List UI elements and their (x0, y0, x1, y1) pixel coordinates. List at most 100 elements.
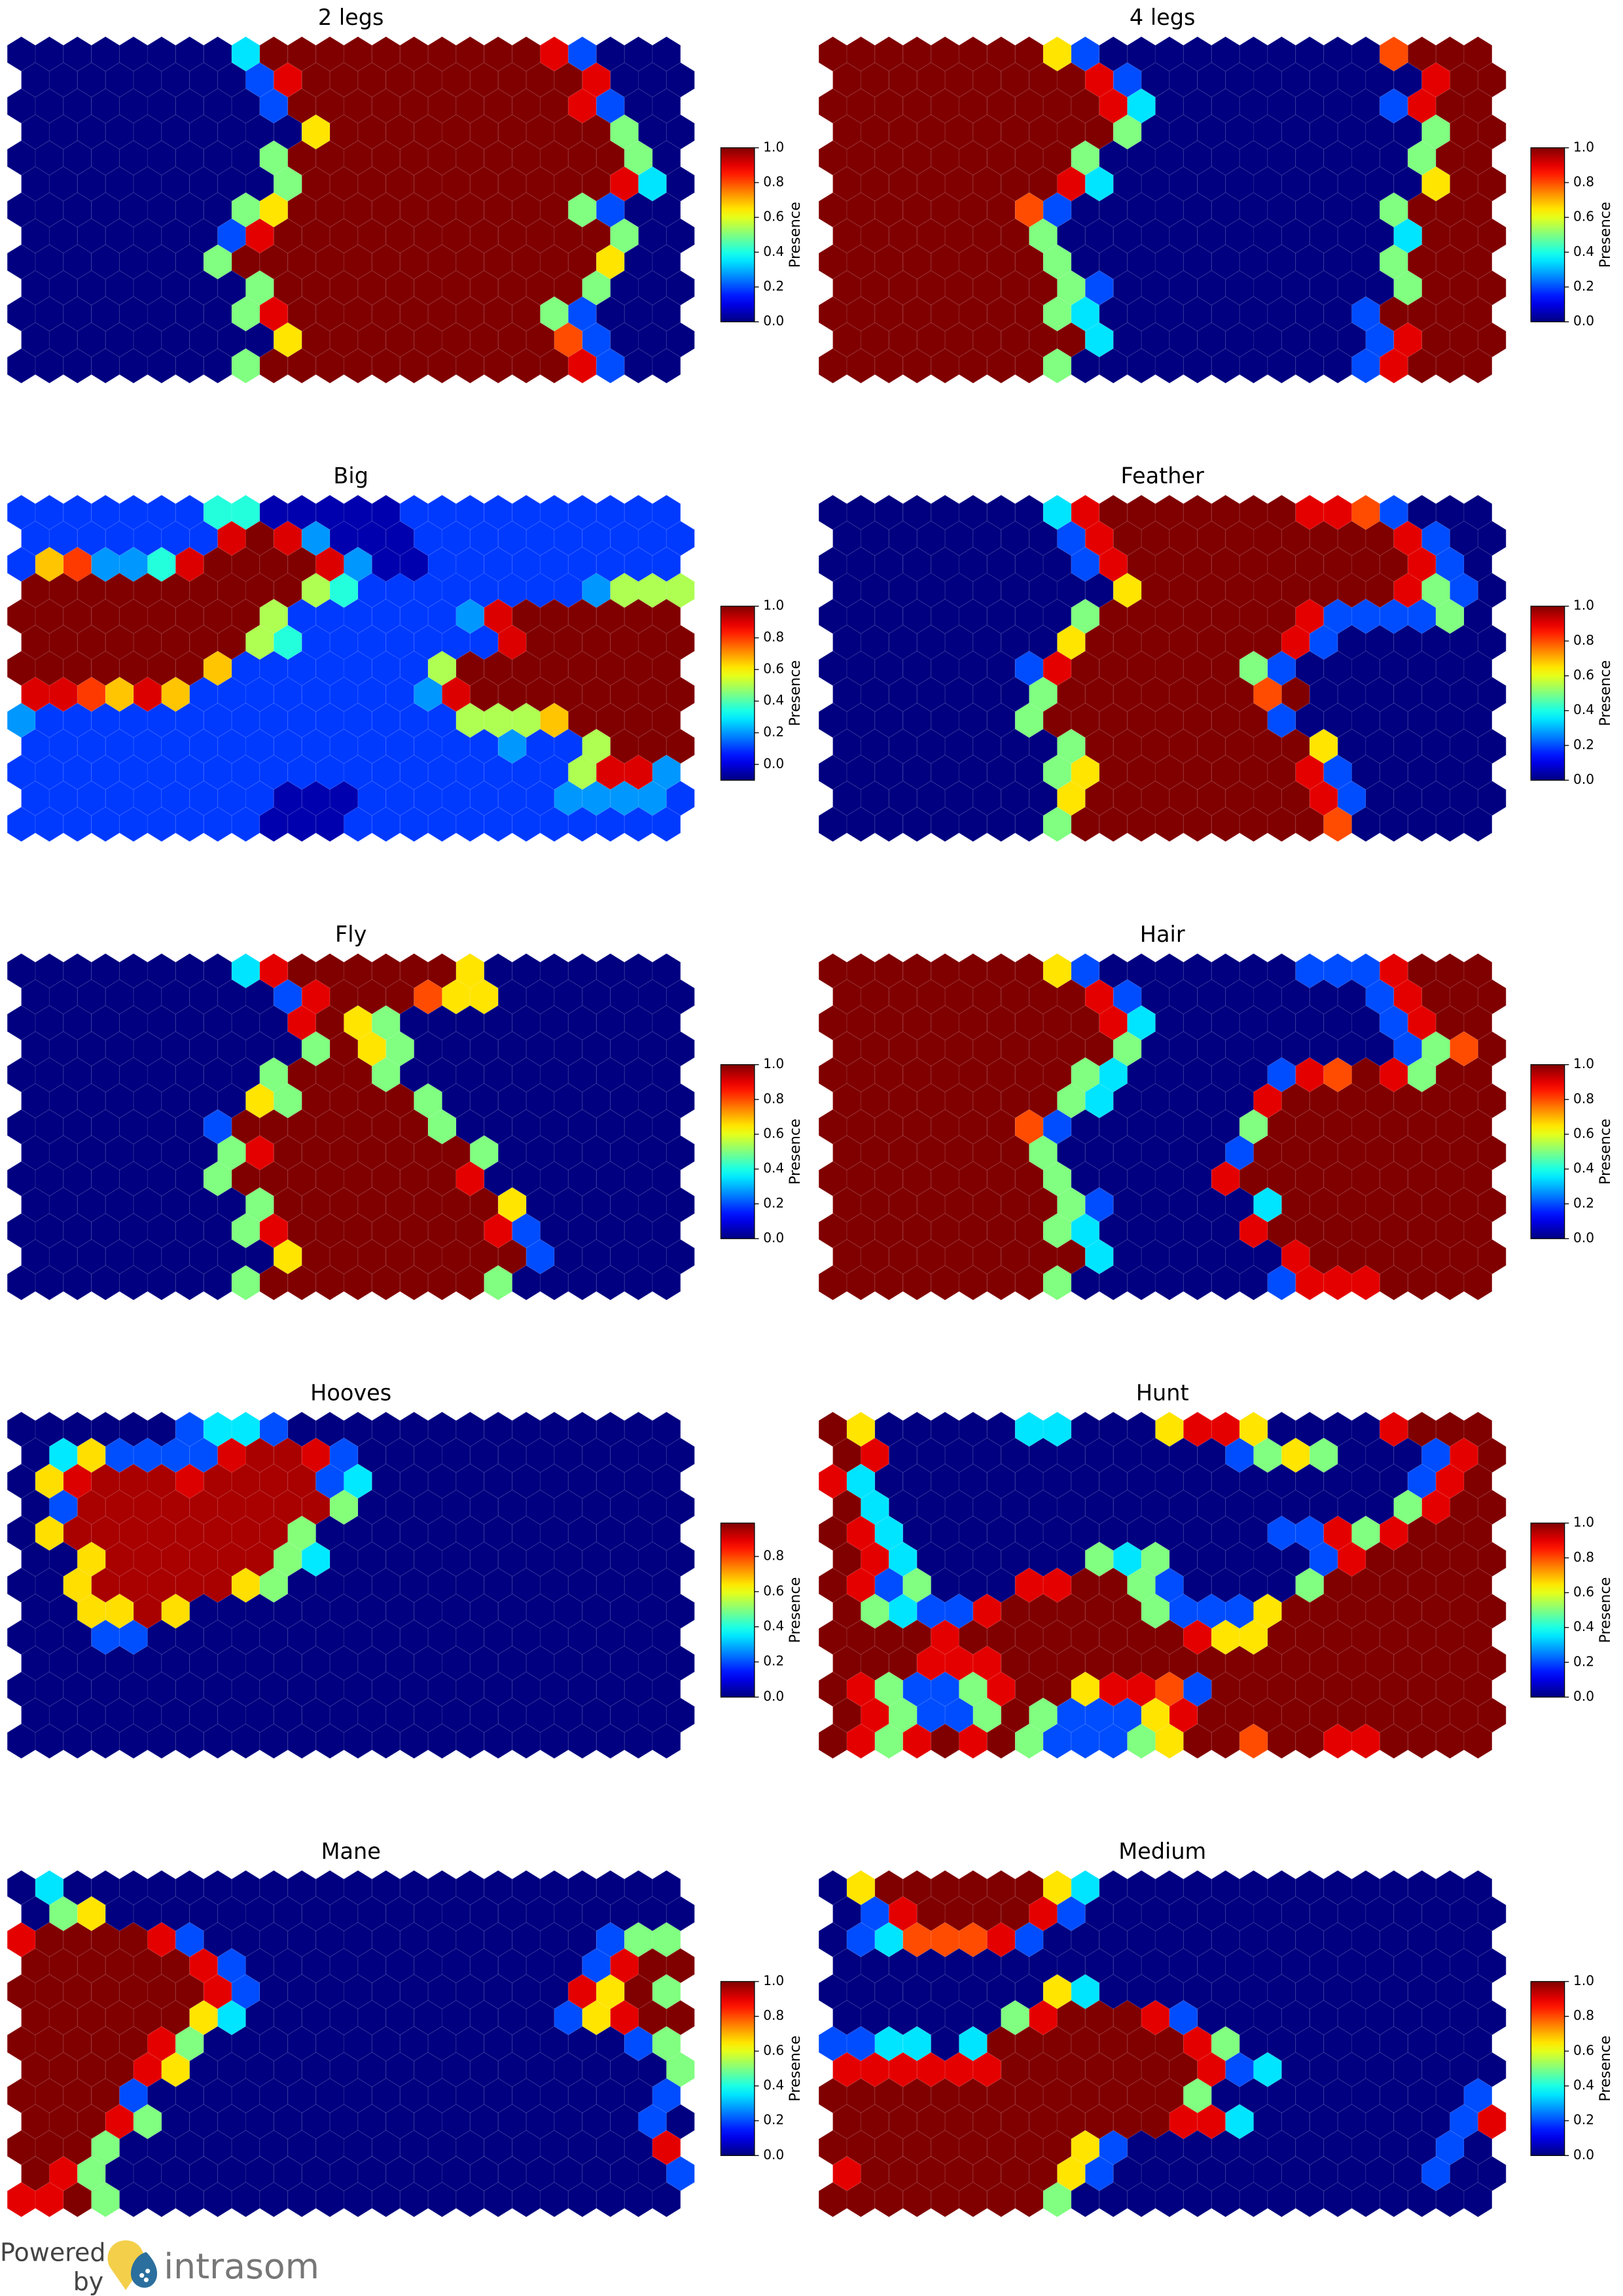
colorbar-tick-label: 0.6 (1573, 667, 1594, 683)
panel: Feather 0.0 0.2 0.4 0.6 0.8 1.0 Presence (818, 463, 1614, 842)
panel-title: Medium (1118, 1839, 1206, 1864)
colorbar-tick-label: 1.0 (1573, 1973, 1594, 1988)
colorbar-tick-label: 0.4 (1573, 1160, 1594, 1176)
colorbar-tick-label: 1.0 (1573, 1056, 1594, 1071)
colorbar (1530, 147, 1565, 323)
colorbar-tick-label: 0.4 (763, 243, 784, 259)
colorbar-label: Presence (1597, 202, 1614, 268)
colorbar-label: Presence (787, 1119, 804, 1185)
hex-cell (1463, 806, 1493, 842)
colorbar-tick-label: 0.4 (1573, 243, 1594, 259)
colorbar-tick-label: 1.0 (763, 139, 784, 154)
hex-cell (1477, 62, 1507, 98)
panel-title: Big (333, 463, 368, 489)
colorbar-tick-label: 1.0 (1573, 139, 1594, 154)
hex-cell (1477, 1489, 1507, 1526)
colorbar-tick-label: 0.0 (763, 1688, 784, 1704)
colorbar-label: Presence (787, 2036, 804, 2102)
colorbar-label: Presence (787, 660, 804, 726)
colorbar-tick-label: 0.8 (1573, 1549, 1594, 1565)
colorbar-label: Presence (787, 1577, 804, 1643)
logo-dot (139, 2273, 145, 2278)
colorbar-tick-label: 0.8 (763, 2007, 784, 2023)
panel-title: Mane (321, 1839, 381, 1864)
footer-line: Powered (0, 2238, 105, 2267)
colorbar-tick-label: 0.8 (763, 629, 784, 645)
colorbar-tick-label: 0.8 (1573, 173, 1594, 189)
colorbar-tick-label: 0.0 (763, 2147, 784, 2162)
colorbar-tick-label: 0.0 (763, 1230, 784, 1246)
panel-title: 2 legs (318, 5, 384, 30)
colorbar-tick-label: 0.4 (1573, 2077, 1594, 2093)
colorbar (720, 605, 755, 781)
panel: Hunt 0.0 0.2 0.4 0.6 0.8 1.0 Presence (818, 1380, 1614, 1759)
hex-cell (1477, 1541, 1507, 1577)
colorbar-label: Presence (1597, 1577, 1614, 1643)
colorbar-tick-label: 1.0 (1573, 1515, 1594, 1530)
colorbar-tick-label: 0.8 (763, 1090, 784, 1106)
panel: Big 0.0 0.2 0.4 0.6 0.8 1.0 Presence (7, 463, 804, 842)
colorbar-tick-label: 0.0 (1573, 1688, 1594, 1704)
panels: 2 legs 0.0 0.2 0.4 0.6 0.8 1.0 Presence 4 legs 0.… (7, 5, 1614, 2218)
colorbar-tick-label: 1.0 (1573, 598, 1594, 613)
colorbar (720, 1981, 755, 2157)
hex-cell (666, 1697, 695, 1733)
colorbar-tick-label: 0.8 (1573, 632, 1594, 648)
colorbar-tick-label: 0.2 (763, 278, 784, 294)
colorbar-tick-label: 0.2 (763, 1653, 784, 1669)
colorbar-tick-label: 0.6 (1573, 1125, 1594, 1141)
hex-cell (652, 1265, 681, 1301)
colorbar-tick-label: 0.6 (1573, 209, 1594, 224)
colorbar-tick-label: 0.2 (1573, 2112, 1594, 2128)
footer-brand: intrasom (164, 2246, 319, 2287)
colorbar-tick-label: 0.0 (763, 313, 784, 329)
panel: Fly 0.0 0.2 0.4 0.6 0.8 1.0 Presence (7, 922, 804, 1301)
colorbar-tick-label: 0.2 (1573, 736, 1594, 752)
colorbar-tick-label: 0.4 (763, 692, 784, 708)
colorbar-tick-label: 0.0 (1573, 1230, 1594, 1246)
footer-line: by (73, 2267, 104, 2296)
colorbar (1530, 1522, 1565, 1698)
colorbar-tick-label: 0.6 (1573, 1584, 1594, 1600)
colorbar-tick-label: 0.0 (1573, 772, 1594, 787)
panel: Hair 0.0 0.2 0.4 0.6 0.8 1.0 Presence (818, 922, 1614, 1301)
colorbar-tick-label: 1.0 (763, 1056, 784, 1071)
colorbar-tick-label: 0.6 (763, 1583, 784, 1598)
colorbar (720, 1064, 755, 1240)
colorbar-label: Presence (1597, 2036, 1614, 2102)
logo-dot (143, 2277, 149, 2282)
colorbar-tick-label: 0.0 (763, 755, 784, 771)
footer: Powered by intrasom (0, 2238, 319, 2296)
colorbar-tick-label: 0.6 (763, 2042, 784, 2058)
colorbar-label: Presence (787, 202, 804, 268)
colorbar-tick-label: 0.4 (1573, 702, 1594, 717)
hex-cell (652, 1723, 681, 1759)
hex-cell (1463, 1265, 1493, 1301)
colorbar-tick-label: 0.2 (1573, 278, 1594, 294)
hex-cell (666, 1541, 695, 1577)
colorbar-tick-label: 1.0 (763, 598, 784, 613)
colorbar-tick-label: 0.8 (763, 173, 784, 189)
colorbar-tick-label: 0.2 (763, 2112, 784, 2128)
hex-cell (666, 1489, 695, 1526)
colorbar (1530, 1064, 1565, 1240)
colorbar-tick-label: 0.6 (763, 209, 784, 224)
colorbar (1530, 1981, 1565, 2157)
colorbar-tick-label: 0.4 (1573, 1619, 1594, 1634)
colorbar-tick-label: 0.6 (763, 660, 784, 676)
hex-cell (1463, 348, 1493, 384)
colorbar-tick-label: 0.4 (763, 1618, 784, 1634)
colorbar-label: Presence (1597, 660, 1614, 726)
colorbar-tick-label: 0.6 (763, 1125, 784, 1141)
colorbar-tick-label: 1.0 (763, 1973, 784, 1988)
panel-title: 4 legs (1130, 5, 1196, 30)
colorbar-tick-label: 0.2 (763, 1195, 784, 1211)
colorbar-tick-label: 0.8 (763, 1548, 784, 1564)
panel: 4 legs 0.0 0.2 0.4 0.6 0.8 1.0 Presence (818, 5, 1614, 384)
panel-title: Hooves (310, 1380, 391, 1405)
colorbar-tick-label: 0.0 (1573, 2147, 1594, 2162)
logo-dot (145, 2269, 151, 2274)
